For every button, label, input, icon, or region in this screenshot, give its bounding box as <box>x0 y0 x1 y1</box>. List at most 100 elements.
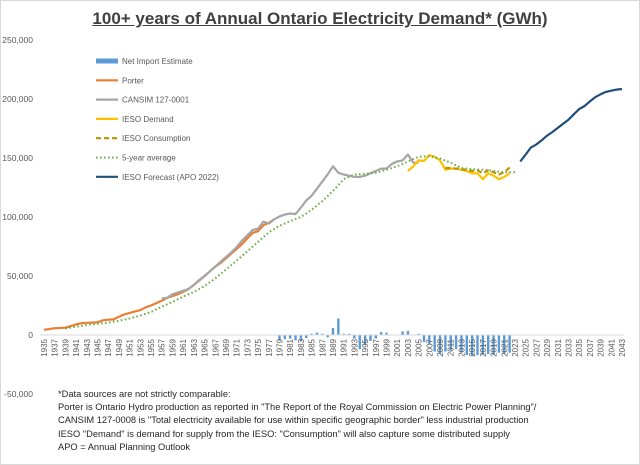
x-tick-label: 2029 <box>543 338 552 356</box>
y-axis: 250,000 200,000 150,000 100,000 50,000 0 -50,0… <box>2 35 33 399</box>
net-import-bar <box>433 335 436 352</box>
net-import-bar <box>379 332 383 335</box>
legend: Net Import Estimate Porter CANSIM 127-0001… <box>96 57 219 182</box>
ieso-demand-line <box>407 154 511 181</box>
x-tick-label: 2027 <box>532 338 541 356</box>
net-import-bar <box>449 335 452 351</box>
x-tick-label: 2035 <box>575 338 584 356</box>
chart-title: 100+ years of Annual Ontario Electricity… <box>92 9 548 28</box>
x-tick-label: 1965 <box>201 338 210 356</box>
net-import-bar <box>342 333 345 335</box>
x-tick-label: 1943 <box>83 338 92 356</box>
x-tick-label: 1963 <box>190 338 199 356</box>
x-tick-label: 1937 <box>51 338 60 356</box>
net-import-bar <box>315 332 319 335</box>
net-import-bar <box>481 335 485 356</box>
net-import-bar <box>310 333 313 335</box>
x-tick-label: 1981 <box>286 338 295 356</box>
x-tick-label: 1989 <box>329 338 338 356</box>
net-import-bar <box>487 335 490 354</box>
legend-bar-swatch-icon <box>96 58 118 64</box>
y-tick-label: 0 <box>28 330 33 340</box>
legend-label: IESO Forecast (APO 2022) <box>122 173 219 182</box>
series-lines <box>43 87 623 331</box>
net-import-bar <box>460 335 463 353</box>
footnote-line: *Data sources are not strictly comparabl… <box>58 389 231 399</box>
x-tick-label: 1983 <box>297 338 306 356</box>
x-tick-label: 2015 <box>468 338 477 356</box>
net-import-bar <box>508 335 511 353</box>
x-tick-label: 1977 <box>265 338 274 356</box>
net-import-bar <box>438 335 442 354</box>
x-tick-label: 2009 <box>436 338 445 356</box>
net-import-bar <box>470 335 474 357</box>
x-tick-label: 2031 <box>554 338 563 356</box>
y-tick-label: 200,000 <box>2 94 33 104</box>
net-import-bar <box>369 335 372 341</box>
net-import-bar <box>492 335 495 356</box>
y-tick-label: 150,000 <box>2 153 33 163</box>
footnote-line: APO = Annual Planning Outlook <box>58 441 191 452</box>
y-tick-label: 100,000 <box>2 212 33 222</box>
net-import-bar <box>347 333 351 335</box>
legend-label: IESO Consumption <box>122 134 190 143</box>
x-tick-label: 1985 <box>308 338 317 356</box>
net-import-bar <box>305 335 308 338</box>
x-tick-label: 2023 <box>511 338 520 356</box>
x-tick-label: 1939 <box>61 338 70 356</box>
net-import-bar <box>428 335 431 345</box>
footnote-line: Porter is Ontario Hydro production as re… <box>58 402 537 413</box>
footnote-line: CANSIM 127-0008 is "Total electricity av… <box>58 415 529 426</box>
x-tick-label: 2041 <box>607 338 616 356</box>
x-tick-label: 1969 <box>222 338 231 356</box>
x-tick-label: 2003 <box>404 338 413 356</box>
x-tick-label: 1947 <box>104 338 113 356</box>
x-tick-label: 1949 <box>115 338 124 356</box>
x-tick-label: 2043 <box>618 338 627 356</box>
x-tick-label: 1997 <box>372 338 381 356</box>
x-tick-label: 1957 <box>158 338 167 356</box>
x-tick-label: 2011 <box>447 338 456 356</box>
net-import-bar <box>422 335 426 343</box>
net-import-bar <box>497 335 501 353</box>
net-import-bar <box>444 335 447 352</box>
x-tick-label: 1959 <box>168 338 177 356</box>
x-tick-label: 2013 <box>457 338 466 356</box>
net-import-bar <box>283 335 287 340</box>
net-import-bar <box>401 331 404 335</box>
ieso-forecast-apo-2022-line <box>519 87 623 163</box>
net-import-bar <box>465 335 468 356</box>
x-tick-label: 2033 <box>564 338 573 356</box>
net-import-bar <box>363 335 367 345</box>
net-import-bar <box>337 318 340 335</box>
net-import-bar <box>321 333 324 335</box>
y-tick-label: 250,000 <box>2 35 33 45</box>
x-tick-label: 1991 <box>340 338 349 356</box>
5-year-average-line <box>65 155 515 330</box>
net-import-bars <box>278 318 511 357</box>
x-tick-label: 1967 <box>211 338 220 356</box>
x-tick-label: 2021 <box>500 338 509 356</box>
x-tick-label: 1973 <box>243 338 252 356</box>
x-axis: 1935 1937 1939 1941 1943 1945 1947 1949 1951 1953… <box>40 338 627 356</box>
net-import-bar <box>358 335 361 350</box>
x-tick-label: 1951 <box>126 338 135 356</box>
net-import-bar <box>288 335 292 339</box>
x-tick-label: 2019 <box>490 338 499 356</box>
footnote-line: IESO "Demand" is demand for supply from … <box>58 428 510 439</box>
cansim-127-0001-line <box>161 153 419 300</box>
net-import-bar <box>353 335 356 339</box>
x-tick-label: 1941 <box>72 338 81 356</box>
net-import-bar <box>503 335 506 354</box>
x-tick-label: 1995 <box>361 338 370 356</box>
legend-label: 5-year average <box>122 154 176 163</box>
x-tick-label: 1971 <box>233 338 242 356</box>
legend-label: IESO Demand <box>122 115 174 124</box>
net-import-bar <box>331 327 335 335</box>
net-import-bar <box>406 330 410 335</box>
legend-label: Net Import Estimate <box>122 57 193 66</box>
legend-label: Porter <box>122 76 144 85</box>
x-tick-label: 2017 <box>479 338 488 356</box>
